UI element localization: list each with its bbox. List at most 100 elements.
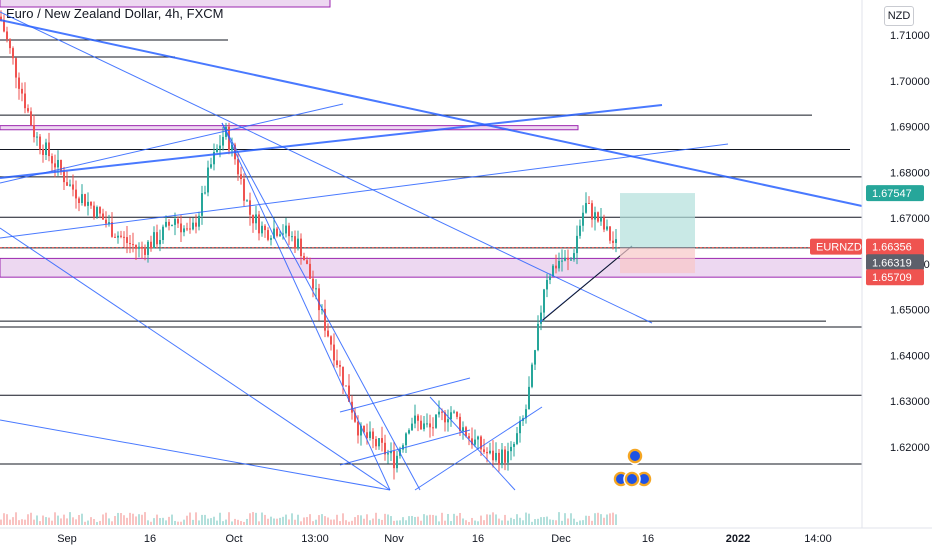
volume-bar bbox=[477, 521, 479, 525]
volume-bar bbox=[3, 513, 5, 525]
price-tick-label: 1.64000 bbox=[890, 350, 930, 362]
volume-bar bbox=[243, 521, 245, 525]
volume-bar bbox=[504, 514, 506, 525]
volume-bar bbox=[303, 517, 305, 525]
volume-bar bbox=[579, 520, 581, 525]
volume-bar bbox=[21, 519, 23, 525]
candle-body bbox=[567, 257, 569, 260]
volume-bar bbox=[327, 517, 329, 525]
time-tick-label: 16 bbox=[472, 533, 484, 545]
zone-1 bbox=[0, 125, 579, 131]
volume-bar bbox=[522, 520, 524, 525]
candle-body bbox=[453, 411, 455, 413]
volume-bar bbox=[582, 520, 584, 525]
volume-bar bbox=[147, 520, 149, 525]
candle-body bbox=[255, 214, 257, 224]
volume-bar bbox=[330, 519, 332, 525]
volume-bar bbox=[402, 517, 404, 525]
volume-bar bbox=[384, 513, 386, 525]
candle-body bbox=[432, 427, 434, 429]
volume-bar bbox=[51, 520, 53, 525]
candle-body bbox=[420, 420, 422, 430]
time-tick-label: Oct bbox=[225, 533, 242, 545]
candle-body bbox=[369, 431, 371, 438]
candle-body bbox=[558, 260, 560, 269]
volume-bar bbox=[174, 520, 176, 525]
candle-body bbox=[33, 124, 35, 138]
volume-bar bbox=[57, 515, 59, 525]
volume-bar bbox=[291, 513, 293, 525]
candle-body bbox=[609, 226, 611, 241]
trendline bbox=[0, 19, 863, 207]
volume-bar bbox=[87, 520, 89, 525]
volume-bar bbox=[354, 517, 356, 525]
volume-bar bbox=[69, 512, 71, 525]
candle-body bbox=[330, 336, 332, 345]
volume-bar bbox=[420, 520, 422, 525]
time-tick-label: 16 bbox=[144, 533, 156, 545]
candle-body bbox=[414, 415, 416, 424]
volume-bar bbox=[63, 514, 65, 525]
volume-bar bbox=[408, 516, 410, 525]
volume-bar bbox=[255, 512, 257, 525]
volume-bar bbox=[444, 520, 446, 525]
currency-selector[interactable]: NZD bbox=[884, 6, 914, 26]
candle-body bbox=[39, 136, 41, 150]
candle-body bbox=[501, 449, 503, 465]
candle-body bbox=[177, 218, 179, 224]
volume-bar bbox=[405, 520, 407, 525]
volume-bar bbox=[489, 514, 491, 525]
candle-body bbox=[90, 201, 92, 206]
trendline bbox=[339, 377, 471, 413]
volume-bar bbox=[39, 521, 41, 525]
volume-bar bbox=[273, 518, 275, 525]
candle-body bbox=[546, 279, 548, 290]
volume-bar bbox=[0, 519, 2, 525]
candle-body bbox=[555, 265, 557, 269]
time-tick-label: Sep bbox=[57, 533, 77, 545]
candle-body bbox=[378, 438, 380, 447]
volume-bar bbox=[480, 515, 482, 525]
candle-body bbox=[492, 450, 494, 461]
candle-body bbox=[147, 241, 149, 255]
candle-body bbox=[219, 145, 221, 149]
candle-body bbox=[12, 48, 14, 59]
volume-bar bbox=[600, 514, 602, 525]
symbol-tag: EURNZD bbox=[816, 242, 862, 254]
candle-body bbox=[204, 192, 206, 194]
candle-body bbox=[3, 20, 5, 32]
candle-body bbox=[393, 450, 395, 469]
candle-body bbox=[117, 235, 119, 238]
volume-bar bbox=[285, 514, 287, 525]
volume-bar bbox=[531, 521, 533, 525]
candle-body bbox=[342, 366, 344, 386]
volume-bar bbox=[426, 515, 428, 525]
candle-body bbox=[132, 244, 134, 246]
candle-body bbox=[18, 77, 20, 89]
long-position-tool bbox=[620, 193, 695, 274]
volume-bar bbox=[36, 515, 38, 525]
volume-bar bbox=[471, 517, 473, 525]
volume-bar bbox=[30, 512, 32, 525]
candle-body bbox=[72, 184, 74, 190]
candle-body bbox=[462, 427, 464, 432]
candle-body bbox=[261, 225, 263, 234]
candle-body bbox=[108, 222, 110, 224]
candle-body bbox=[600, 217, 602, 222]
candle-body bbox=[441, 411, 443, 413]
volume-bar bbox=[534, 519, 536, 525]
candle-body bbox=[111, 222, 113, 237]
volume-bar bbox=[6, 514, 8, 525]
volume-bar bbox=[552, 519, 554, 525]
volume-bar bbox=[465, 520, 467, 525]
candle-body bbox=[258, 214, 260, 234]
volume-bar bbox=[486, 514, 488, 525]
candle-body bbox=[591, 203, 593, 220]
candle-body bbox=[9, 39, 11, 49]
volume-bar bbox=[399, 520, 401, 525]
candle-body bbox=[264, 225, 266, 231]
volume-bar bbox=[612, 512, 614, 525]
volume-bar bbox=[453, 513, 455, 525]
candle-body bbox=[222, 136, 224, 146]
